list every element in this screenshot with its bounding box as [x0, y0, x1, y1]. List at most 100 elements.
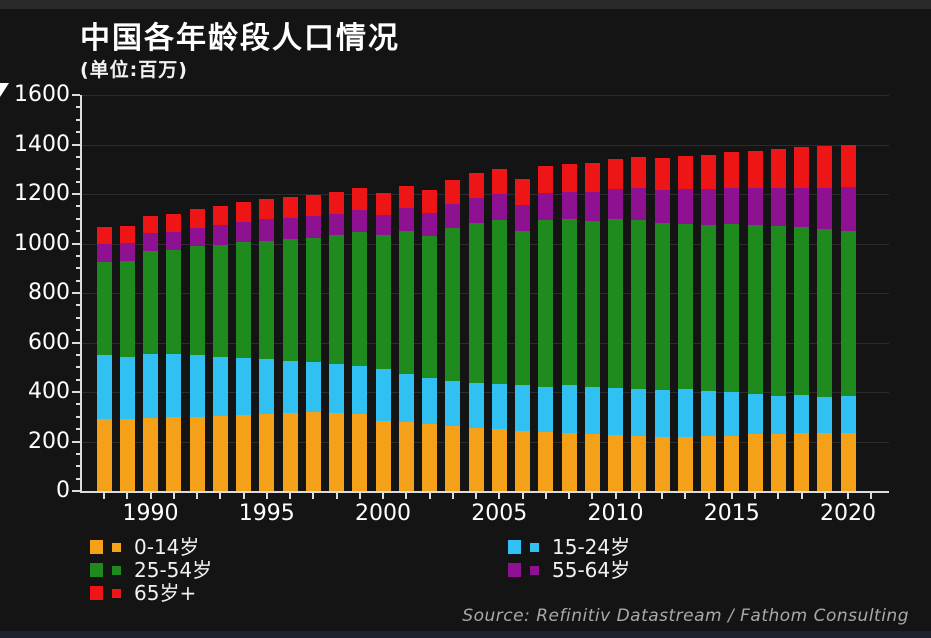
y-tick-label: 400 — [28, 379, 70, 404]
gridline-y1600 — [82, 95, 889, 96]
y-minor-tick — [76, 415, 80, 418]
bar-segment — [840, 395, 856, 434]
bar-segment — [422, 377, 437, 425]
bar-segment — [491, 194, 507, 220]
bar-segment — [96, 262, 112, 356]
y-minor-tick — [76, 155, 80, 158]
legend-swatch-large — [508, 563, 521, 577]
bar-segment — [608, 388, 623, 436]
bar-segment — [538, 192, 554, 220]
legend-swatch-large — [508, 540, 521, 554]
bar-segment — [212, 244, 228, 357]
y-minor-tick — [76, 366, 80, 369]
bar-segment — [236, 415, 251, 491]
bar-segment — [701, 435, 716, 491]
bar-segment — [794, 147, 809, 189]
x-year-tick — [265, 493, 268, 499]
y-tick-label: 1000 — [14, 230, 70, 256]
bar-segment — [143, 215, 158, 234]
bar-segment — [538, 387, 554, 433]
x-tick-label: 2010 — [587, 501, 644, 526]
y-minor-tick — [76, 353, 80, 356]
bar-segment — [794, 188, 809, 228]
bar-segment — [259, 199, 275, 220]
bar-segment — [398, 208, 414, 231]
bar-segment — [329, 364, 344, 413]
x-year-tick — [777, 493, 780, 499]
bar-segment — [329, 412, 344, 491]
x-year-tick — [126, 493, 129, 499]
x-year-tick — [754, 493, 756, 499]
bar-segment — [468, 198, 484, 223]
bar-segment — [677, 156, 693, 190]
legend-swatch-small — [530, 566, 539, 575]
y-tick-label: 200 — [28, 428, 70, 454]
bar-segment — [282, 412, 298, 491]
bar-segment — [352, 231, 368, 366]
bar-segment — [468, 382, 484, 428]
bar-segment — [654, 223, 670, 390]
bar-segment — [677, 436, 693, 491]
bar-segment — [608, 188, 623, 220]
x-year-tick — [847, 493, 849, 499]
cursor-artifact — [0, 83, 9, 97]
bar-segment — [166, 231, 182, 251]
y-minor-tick — [76, 378, 80, 381]
bar-segment — [747, 434, 763, 491]
y-major-tick — [72, 292, 80, 294]
bar-segment — [445, 380, 461, 426]
gridline-y600 — [82, 342, 889, 344]
bar-segment — [119, 418, 135, 491]
bar-segment — [119, 356, 135, 419]
bar-segment — [259, 414, 275, 491]
y-tick-label: 1400 — [14, 131, 70, 157]
bar-segment — [189, 227, 205, 246]
bar-segment — [468, 427, 484, 491]
x-tick-label: 2005 — [471, 501, 528, 526]
bar-segment — [282, 239, 298, 361]
bar-segment — [352, 210, 368, 232]
bar-segment — [305, 237, 321, 363]
y-minor-tick — [76, 477, 80, 480]
bar-segment — [422, 190, 437, 214]
bar-segment — [515, 205, 530, 232]
bar-segment — [445, 425, 461, 491]
bar-segment — [236, 357, 251, 415]
bar-segment — [445, 204, 461, 229]
bar-segment — [584, 434, 600, 491]
x-year-tick — [568, 493, 570, 499]
bar-segment — [770, 149, 786, 188]
x-year-tick — [149, 493, 152, 499]
bar-segment — [584, 220, 600, 387]
x-year-tick — [707, 493, 710, 499]
x-year-tick — [312, 493, 315, 499]
bar-segment — [189, 416, 205, 491]
legend-swatch-small — [530, 543, 539, 552]
bar-segment — [747, 225, 763, 394]
y-axis-line — [80, 95, 82, 493]
bar-segment — [677, 189, 693, 224]
x-year-tick — [521, 493, 524, 499]
x-year-tick — [289, 493, 291, 499]
bar-segment — [724, 392, 740, 436]
bar-segment — [701, 155, 716, 190]
bar-segment — [747, 393, 763, 435]
bar-segment — [770, 395, 786, 434]
bar-segment — [189, 355, 205, 417]
bar-segment — [654, 436, 670, 491]
bar-segment — [375, 214, 391, 236]
bar-segment — [654, 389, 670, 437]
bar-segment — [305, 411, 321, 491]
bar-segment — [445, 180, 461, 205]
gridline-y1000 — [82, 243, 889, 245]
x-tick-label: 2015 — [703, 501, 760, 526]
x-year-tick — [172, 493, 175, 499]
bar-segment — [143, 418, 158, 491]
bar-segment — [631, 157, 647, 188]
bar-segment — [282, 197, 298, 219]
legend-swatch-large — [90, 563, 103, 577]
x-year-tick — [823, 493, 826, 499]
legend-label: 15-24岁 — [552, 535, 631, 559]
bar-segment — [96, 227, 112, 244]
